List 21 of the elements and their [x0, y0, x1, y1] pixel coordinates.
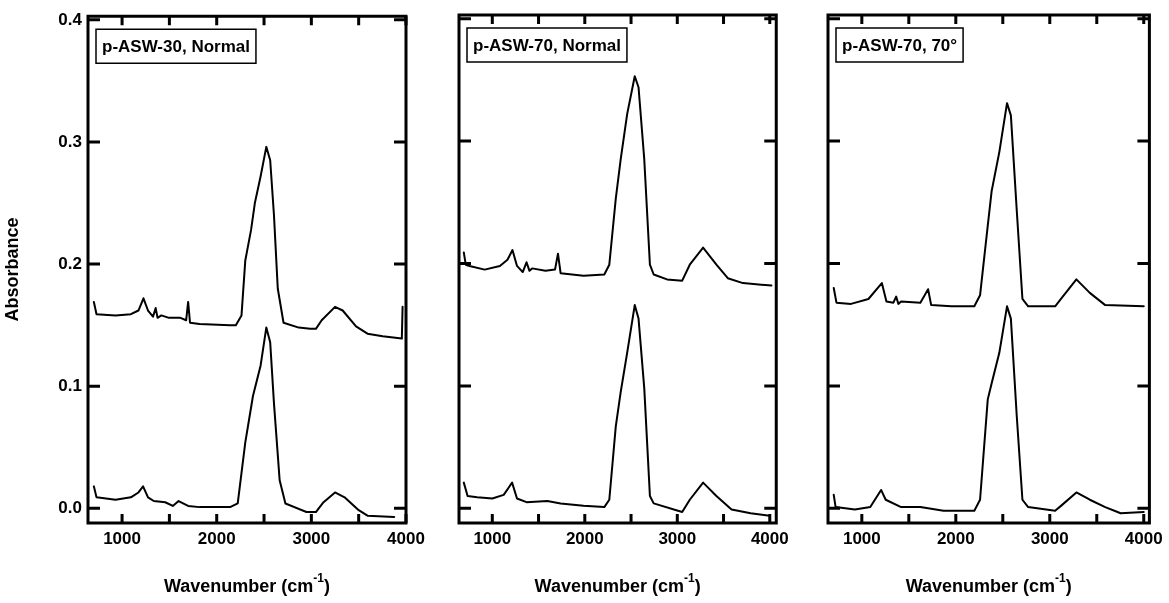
annotation: p-ASW-70, 70°: [842, 35, 958, 55]
annotation: p-ASW-30, Normal: [102, 36, 250, 56]
y-tick-label: 0.0: [58, 498, 82, 518]
x-tick-label: 4000: [1124, 528, 1163, 548]
x-tick-label: 3000: [1030, 528, 1069, 548]
x-tick-label: 2000: [565, 528, 604, 548]
x-tick-label: 1000: [473, 528, 512, 548]
annotation: p-ASW-70, Normal: [473, 35, 621, 55]
y-tick-label: 0.3: [58, 131, 82, 151]
x-tick-label: 3000: [292, 528, 331, 548]
y-axis-title: Absorbance: [1, 217, 22, 322]
x-tick-label: 2000: [936, 528, 975, 548]
x-tick-label: 3000: [658, 528, 697, 548]
y-tick-label: 0.4: [58, 9, 83, 29]
y-tick-label: 0.1: [58, 375, 82, 395]
x-tick-label: 1000: [103, 528, 141, 548]
x-tick-label: 1000: [842, 528, 881, 548]
x-tick-label: 2000: [197, 528, 236, 548]
x-tick-label: 4000: [387, 528, 425, 548]
y-tick-label: 0.2: [58, 253, 82, 273]
x-tick-label: 4000: [750, 528, 789, 548]
